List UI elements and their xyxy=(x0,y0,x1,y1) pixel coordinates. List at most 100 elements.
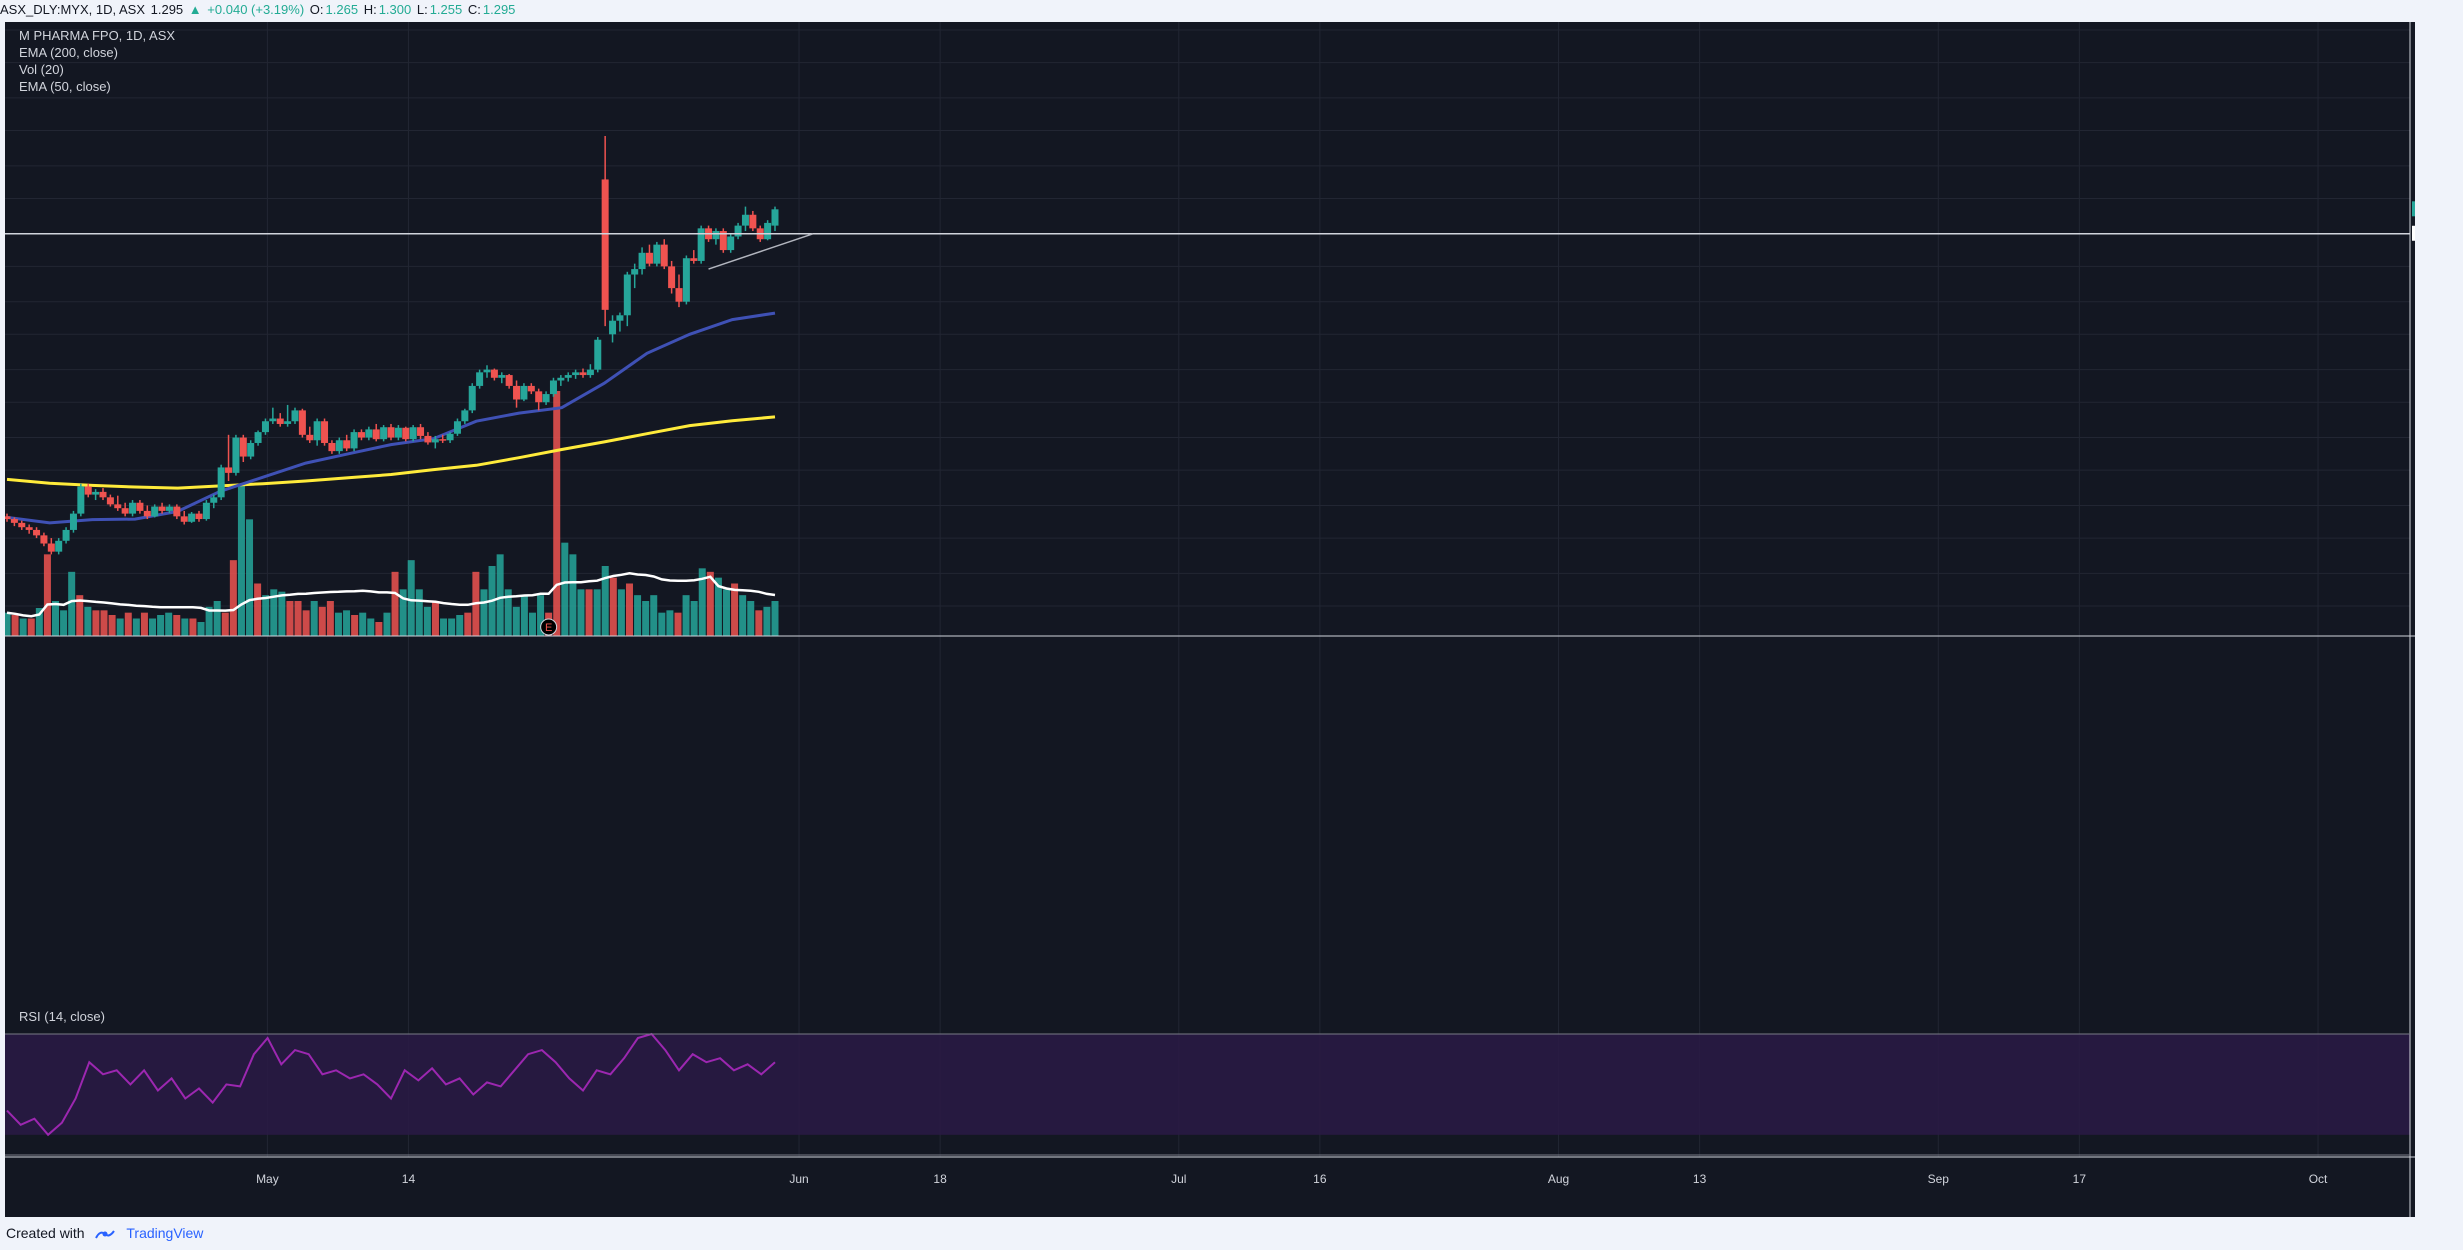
volume-bar xyxy=(528,612,536,636)
candle-body xyxy=(387,427,395,438)
volume-bar xyxy=(262,595,270,636)
candle-body xyxy=(417,427,425,436)
candle-body xyxy=(321,421,329,443)
time-tick-label: 16 xyxy=(1313,1172,1327,1186)
volume-ma-line xyxy=(6,572,776,618)
volume-bar xyxy=(642,601,650,636)
volume-bar xyxy=(706,571,714,636)
candle-body xyxy=(202,502,210,520)
candle-body xyxy=(675,288,683,302)
candle-body xyxy=(645,252,653,264)
time-tick-label: Jul xyxy=(1171,1172,1186,1186)
volume-bar xyxy=(334,612,342,636)
candle-body xyxy=(195,513,203,520)
volume-bar xyxy=(310,601,318,636)
candle-body xyxy=(535,391,543,403)
chart-canvas[interactable]: E May14Jun18Jul16Aug13Sep17Oct15Nov19Dec… xyxy=(5,22,2415,1217)
candle-body xyxy=(114,504,122,509)
candle-body xyxy=(173,506,181,517)
legend-ema200[interactable]: EMA (200, close) xyxy=(19,45,118,60)
volume-bar xyxy=(625,583,633,636)
chart-area[interactable]: E May14Jun18Jul16Aug13Sep17Oct15Nov19Dec… xyxy=(5,22,2415,1217)
volume-bar xyxy=(504,589,512,636)
candle-body xyxy=(741,214,749,226)
symbol-label[interactable]: ASX_DLY:MYX, 1D, ASX xyxy=(0,2,145,17)
volume-bar xyxy=(440,618,448,636)
candle-body xyxy=(749,214,757,229)
candles xyxy=(5,135,779,555)
candle-body xyxy=(764,222,772,240)
candle-body xyxy=(55,540,63,552)
candle-body xyxy=(92,491,100,495)
candle-body xyxy=(261,421,269,433)
open-label: O: xyxy=(309,2,324,17)
candle-body xyxy=(727,236,735,251)
earnings-marker[interactable]: E xyxy=(540,618,558,636)
candle-body xyxy=(335,440,343,452)
price-axis[interactable]: 1.6251.5651.5001.4401.3751.3151.2501.190… xyxy=(2412,25,2415,613)
legend-ema50[interactable]: EMA (50, close) xyxy=(19,79,111,94)
volume-bar xyxy=(229,560,237,636)
volume-bar xyxy=(92,610,100,636)
candle-body xyxy=(180,516,188,522)
candle-body xyxy=(424,435,432,443)
candle-body xyxy=(143,510,151,517)
volume-bar xyxy=(722,589,730,636)
candle-body xyxy=(365,429,373,438)
candle-body xyxy=(549,380,557,395)
time-tick-label: Jun xyxy=(789,1172,808,1186)
candle-body xyxy=(594,339,602,370)
volume-bar xyxy=(149,618,157,636)
candle-body xyxy=(77,486,85,514)
candle-body xyxy=(188,513,196,522)
volume-bar xyxy=(731,583,739,636)
candle-body xyxy=(33,529,41,536)
candle-body xyxy=(247,442,255,457)
candle-body xyxy=(690,258,698,261)
ema50-line xyxy=(6,311,776,525)
volume-bar xyxy=(165,612,173,636)
candle-body xyxy=(69,513,77,530)
candle-body xyxy=(586,369,594,376)
candle-body xyxy=(99,491,107,498)
volume-bar xyxy=(755,610,763,636)
candle-body xyxy=(513,385,521,400)
volume-bar xyxy=(464,612,472,636)
legend-vol[interactable]: Vol (20) xyxy=(19,62,64,77)
candle-body xyxy=(520,385,528,400)
volume-bar xyxy=(278,591,286,636)
candle-body xyxy=(136,502,144,511)
candle-body xyxy=(734,225,742,237)
candle-body xyxy=(461,410,469,422)
volume-bar xyxy=(124,612,132,636)
volume-bar xyxy=(456,615,464,636)
candle-body xyxy=(668,266,676,289)
candle-body xyxy=(25,527,33,530)
volume-bar xyxy=(747,601,755,636)
open-value: 1.265 xyxy=(325,2,359,17)
tradingview-logo-icon xyxy=(94,1228,116,1240)
volume-bar xyxy=(415,589,423,636)
candle-body xyxy=(490,369,498,378)
low-label: L: xyxy=(416,2,428,17)
candle-body xyxy=(40,535,48,544)
high-label: H: xyxy=(363,2,377,17)
tradingview-link[interactable]: TradingView xyxy=(126,1225,204,1241)
candle-body xyxy=(269,418,277,422)
candle-body xyxy=(165,506,173,511)
volume-bar xyxy=(326,601,334,636)
volume-bar xyxy=(140,612,148,636)
volume-bar xyxy=(100,610,108,636)
legend-title[interactable]: M PHARMA FPO, 1D, ASX xyxy=(19,28,176,43)
candle-body xyxy=(572,372,580,376)
trendline[interactable] xyxy=(708,233,814,270)
candle-body xyxy=(771,209,779,226)
legend-rsi[interactable]: RSI (14, close) xyxy=(19,1009,105,1024)
candle-body xyxy=(439,439,447,441)
time-axis[interactable]: May14Jun18Jul16Aug13Sep17Oct15Nov19Dec17… xyxy=(256,1172,2415,1186)
volume-bar xyxy=(351,615,359,636)
volume-bar xyxy=(11,615,19,636)
candle-body xyxy=(564,375,572,378)
candle-body xyxy=(394,427,402,438)
volume-bar xyxy=(431,601,439,636)
